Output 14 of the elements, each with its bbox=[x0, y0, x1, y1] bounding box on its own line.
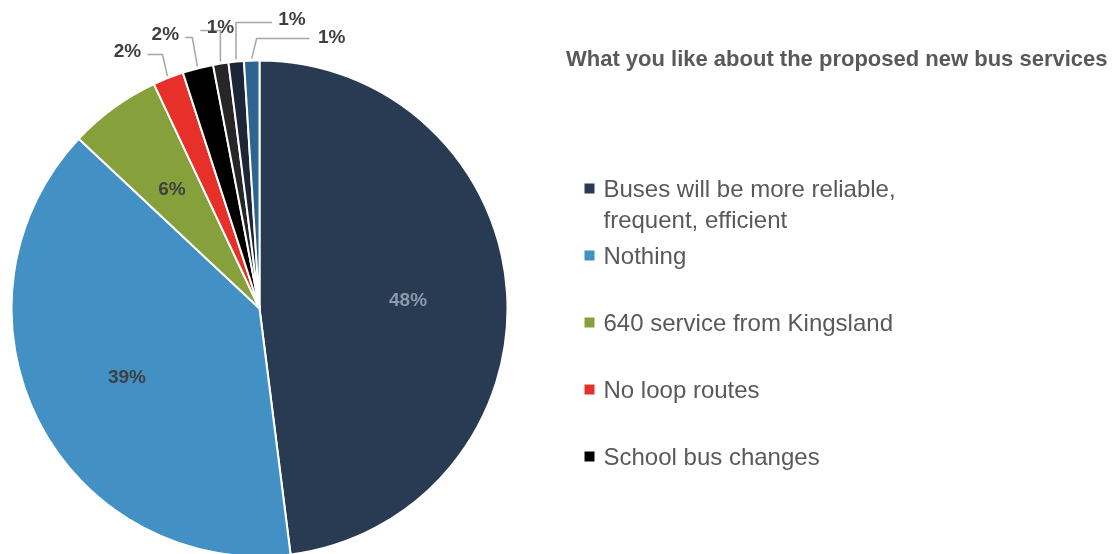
legend-label: School bus changes bbox=[603, 442, 820, 470]
legend-label: No loop routes bbox=[603, 375, 760, 403]
legend-label: 640 service from Kingsland bbox=[603, 308, 893, 336]
data-label: 6% bbox=[158, 177, 186, 199]
data-label: 2% bbox=[113, 40, 142, 61]
data-label: 1% bbox=[317, 26, 346, 47]
data-label: 1% bbox=[206, 16, 235, 37]
data-label: 39% bbox=[107, 365, 147, 387]
legend-label: Nothing bbox=[603, 241, 687, 269]
text: What you like about the proposed new bus services bbox=[565, 46, 1108, 71]
data-label: 48% bbox=[388, 288, 428, 310]
data-label: 2% bbox=[151, 23, 180, 44]
legend-label: Buses will be more reliable, frequent, efficient bbox=[603, 174, 896, 233]
data-label: 1% bbox=[278, 8, 306, 29]
